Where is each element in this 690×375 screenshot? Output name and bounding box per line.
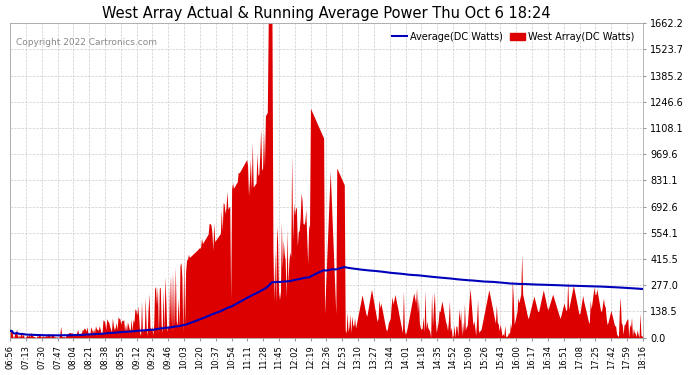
Text: Copyright 2022 Cartronics.com: Copyright 2022 Cartronics.com: [17, 38, 157, 47]
Title: West Array Actual & Running Average Power Thu Oct 6 18:24: West Array Actual & Running Average Powe…: [102, 6, 551, 21]
Legend: Average(DC Watts), West Array(DC Watts): Average(DC Watts), West Array(DC Watts): [388, 28, 638, 46]
